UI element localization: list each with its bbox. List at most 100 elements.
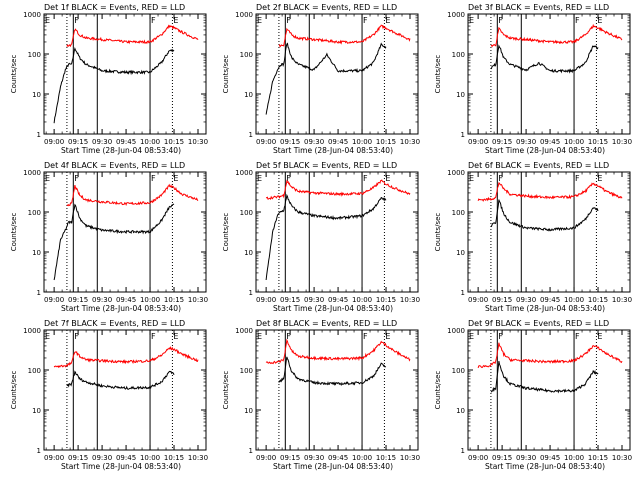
y-tick-label: 1 [249,131,253,139]
y-tick-label: 10 [32,91,41,99]
y-tick-label: 1000 [23,169,41,177]
plot-frame [467,171,631,293]
panel-title: Det 4f BLACK = Events, RED = LLD [44,161,185,170]
y-axis-label: Counts/sec [222,213,230,252]
marker-label: E [385,174,390,183]
x-tick-label: 09:30 [92,296,112,304]
y-axis-label: Counts/sec [10,371,18,410]
x-tick-label: 10:30 [188,296,208,304]
x-tick-label: 10:00 [564,296,584,304]
marker-label: E [173,174,178,183]
x-tick-label: 09:00 [256,296,276,304]
x-tick-label: 09:15 [492,454,512,462]
x-tick-label: 09:30 [516,296,536,304]
y-tick-label: 1 [461,447,465,455]
x-tick-label: 10:00 [564,454,584,462]
x-tick-label: 09:45 [116,296,136,304]
marker-label: F [498,332,503,341]
panel-title: Det 6f BLACK = Events, RED = LLD [468,161,609,170]
panel-title: Det 7f BLACK = Events, RED = LLD [44,319,185,328]
x-axis-label: Start Time (28-Jun-04 08:53:40) [273,462,393,471]
panel-8: Det 8f BLACK = Events, RED = LLD 1 10 100 10… [222,319,420,471]
marker-label: F [74,332,79,341]
panel-3: Det 3f BLACK = Events, RED = LLD 1 10 100 10… [434,3,632,155]
y-tick-label: 10 [244,249,253,257]
marker-label: F [151,174,156,183]
y-tick-label: 100 [28,367,41,375]
marker-label: E [45,16,50,25]
y-tick-label: 1000 [23,11,41,19]
marker-label: E [257,16,262,25]
y-tick-label: 10 [32,249,41,257]
marker-label: E [469,332,474,341]
panel-5: Det 5f BLACK = Events, RED = LLD 1 10 100 10… [222,161,420,313]
marker-label: E [385,16,390,25]
plot-frame [467,329,631,451]
marker-label: E [45,332,50,341]
x-tick-label: 09:45 [116,454,136,462]
x-tick-label: 10:30 [612,454,632,462]
x-tick-label: 10:30 [188,454,208,462]
x-tick-label: 10:15 [376,138,396,146]
x-tick-label: 09:45 [328,454,348,462]
x-tick-label: 09:15 [280,296,300,304]
events-series-line [53,47,175,124]
y-tick-label: 1000 [235,327,253,335]
y-axis-label: Counts/sec [222,371,230,410]
marker-label: F [575,174,580,183]
lld-series-line [265,338,411,365]
marker-label: E [257,174,262,183]
marker-label: F [151,332,156,341]
x-tick-label: 10:00 [140,138,160,146]
x-tick-label: 10:00 [140,296,160,304]
events-series-line [278,356,387,386]
x-tick-label: 09:15 [68,454,88,462]
y-tick-label: 1000 [447,327,465,335]
events-series-line [490,199,599,232]
x-tick-label: 10:00 [140,454,160,462]
x-tick-label: 09:45 [328,296,348,304]
y-tick-label: 1 [249,289,253,297]
x-axis-label: Start Time (28-Jun-04 08:53:40) [61,462,181,471]
y-tick-label: 10 [456,91,465,99]
marker-label: E [469,174,474,183]
marker-label: E [597,332,602,341]
events-series-line [53,203,175,281]
x-tick-label: 10:30 [612,138,632,146]
x-tick-label: 09:15 [68,138,88,146]
marker-label: E [597,174,602,183]
marker-label: F [74,174,79,183]
marker-label: F [286,16,291,25]
y-axis-label: Counts/sec [10,213,18,252]
plot-frame [255,329,419,451]
lld-series-line [66,183,199,207]
x-tick-label: 09:45 [328,138,348,146]
y-tick-label: 1000 [235,169,253,177]
y-tick-label: 100 [28,209,41,217]
x-tick-label: 10:00 [352,454,372,462]
x-tick-label: 09:00 [256,138,276,146]
marker-label: F [575,16,580,25]
marker-label: E [469,16,474,25]
marker-label: E [173,16,178,25]
x-tick-label: 09:00 [44,454,64,462]
events-series-line [490,361,599,394]
x-tick-label: 09:45 [540,138,560,146]
panel-1: Det 1f BLACK = Events, RED = LLD 1 10 100 10… [10,3,208,155]
x-tick-label: 10:30 [188,138,208,146]
x-tick-label: 09:45 [116,138,136,146]
x-tick-label: 10:00 [564,138,584,146]
events-series-line [265,193,387,281]
x-tick-label: 09:30 [304,138,324,146]
plot-frame [43,13,207,135]
x-tick-label: 10:15 [164,296,184,304]
y-tick-label: 1 [461,289,465,297]
x-tick-label: 09:30 [304,296,324,304]
y-tick-label: 100 [28,51,41,59]
marker-label: F [575,332,580,341]
y-tick-label: 100 [240,209,253,217]
panel-title: Det 9f BLACK = Events, RED = LLD [468,319,609,328]
x-tick-label: 10:15 [588,296,608,304]
x-tick-label: 10:15 [376,296,396,304]
